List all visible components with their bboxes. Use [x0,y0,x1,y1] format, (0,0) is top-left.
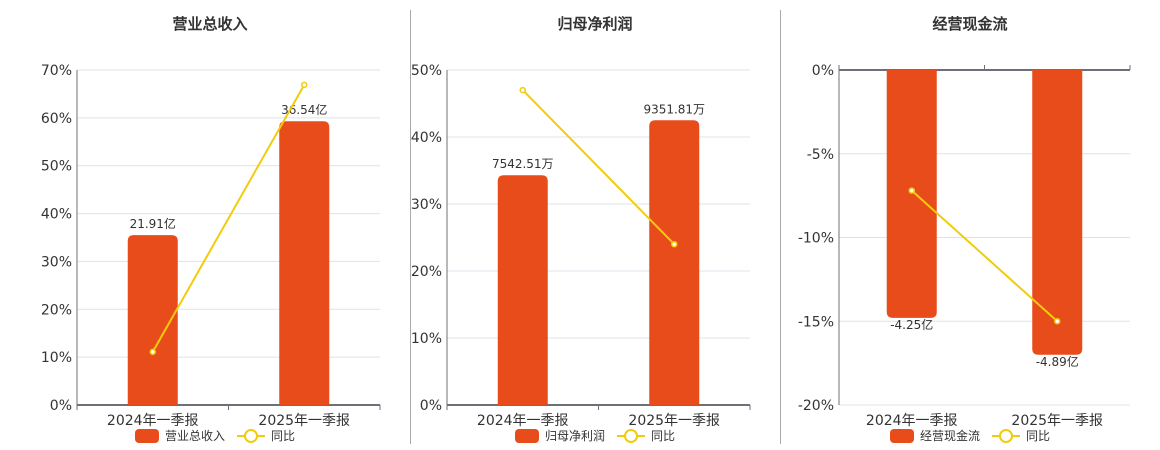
x-category-label: 2024年一季报 [866,413,958,429]
bar[interactable] [279,121,330,405]
yoy-line [151,84,306,353]
chart-title: 营业总收入 [172,15,248,33]
chart-plot-revenue: 0%10%20%30%40%50%60%70%21.91亿2024年一季报36.… [41,63,381,429]
legend-line-swatch[interactable] [237,428,265,443]
y-tick-label: 0% [812,63,834,79]
chart-legend: 营业总收入 同比 [10,427,420,444]
yoy-point[interactable] [301,81,308,89]
x-category-label: 2025年一季报 [628,413,720,429]
y-tick-label: 0% [50,398,72,414]
chart-title: 归母净利润 [557,15,633,33]
bar-value-label: 9351.81万 [643,102,705,116]
y-tick-label: 20% [411,264,442,280]
legend-bar-swatch[interactable] [134,428,159,443]
y-tick-label: 10% [411,331,442,347]
x-category-label: 2025年一季报 [258,413,350,429]
legend-bar-label[interactable]: 归母净利润 [544,429,605,443]
chart-plot-operating-cash-flow: -20% -15% -10% -5% 0% -4.25亿 2024年一季报 -4.89亿 202… [798,63,1131,429]
y-tick-label: 70% [41,63,72,79]
chart-panel-net-profit: 归母净利润 0% 10% 20% 30% 40% 50% 7542.51万 2024年一季报 9… [410,0,780,450]
bar[interactable] [1032,70,1083,355]
y-tick-label: 50% [411,63,442,79]
yoy-line [522,89,675,245]
legend-bar-swatch[interactable] [889,428,914,443]
yoy-point[interactable] [908,187,915,194]
yoy-point[interactable] [671,240,678,248]
legend-line-label[interactable]: 同比 [1026,429,1051,443]
y-tick-label: 30% [411,197,442,213]
bar[interactable] [127,235,178,405]
y-tick-label: 10% [41,350,72,366]
legend-line-label[interactable]: 同比 [651,429,676,443]
chart-panel-revenue: 营业总收入 0% 10% 20% 30% 40% 50% 60% 70% 21.91亿 2024年… [0,0,410,450]
yoy-line [911,189,1058,322]
y-tick-label: -20% [798,398,834,414]
chart-legend: 归母净利润 同比 [410,427,780,444]
yoy-point[interactable] [149,348,156,356]
bar[interactable] [886,70,937,318]
bar[interactable] [649,120,700,405]
y-tick-label: 20% [41,302,72,318]
chart-plot-net-profit: 0% 10% 20% 30% 40% 50% 7542.51万 2024年一季报 9351.81… [411,63,751,429]
y-tick-label: 60% [41,111,72,127]
y-tick-label: 40% [411,130,442,146]
y-tick-label: -5% [807,147,834,163]
chart-title: 经营现金流 [932,15,1008,33]
y-tick-label: 30% [41,254,72,270]
bar[interactable] [497,175,548,405]
chart-panel-operating-cash-flow: 经营现金流 -20% -15% -10% -5% 0% -4.25亿 2024年一季报 -4.… [780,0,1160,450]
y-tick-label: 0% [420,398,442,414]
bar-value-label: -4.89亿 [1036,354,1079,369]
y-tick-label: -15% [798,314,834,330]
yoy-point[interactable] [1054,318,1061,325]
legend-line-swatch[interactable] [992,428,1020,443]
x-category-label: 2024年一季报 [477,413,569,429]
panel-divider [780,10,781,444]
legend-bar-label[interactable]: 营业总收入 [164,429,225,443]
chart-legend: 经营现金流 同比 [780,427,1160,444]
legend-bar-swatch[interactable] [514,428,539,443]
panel-divider [410,10,411,444]
y-tick-label: 50% [41,159,72,175]
bar-value-label: 7542.51万 [492,157,554,171]
x-category-label: 2024年一季报 [107,413,199,429]
bar-value-label: 21.91亿 [130,216,176,231]
bar-value-label: -4.25亿 [890,317,933,332]
y-tick-label: 40% [41,207,72,223]
legend-line-swatch[interactable] [617,428,645,443]
legend-line-label[interactable]: 同比 [271,429,296,443]
yoy-point[interactable] [519,86,526,94]
x-category-label: 2025年一季报 [1011,413,1103,429]
y-tick-label: -10% [798,231,834,247]
legend-bar-label[interactable]: 经营现金流 [919,429,980,443]
